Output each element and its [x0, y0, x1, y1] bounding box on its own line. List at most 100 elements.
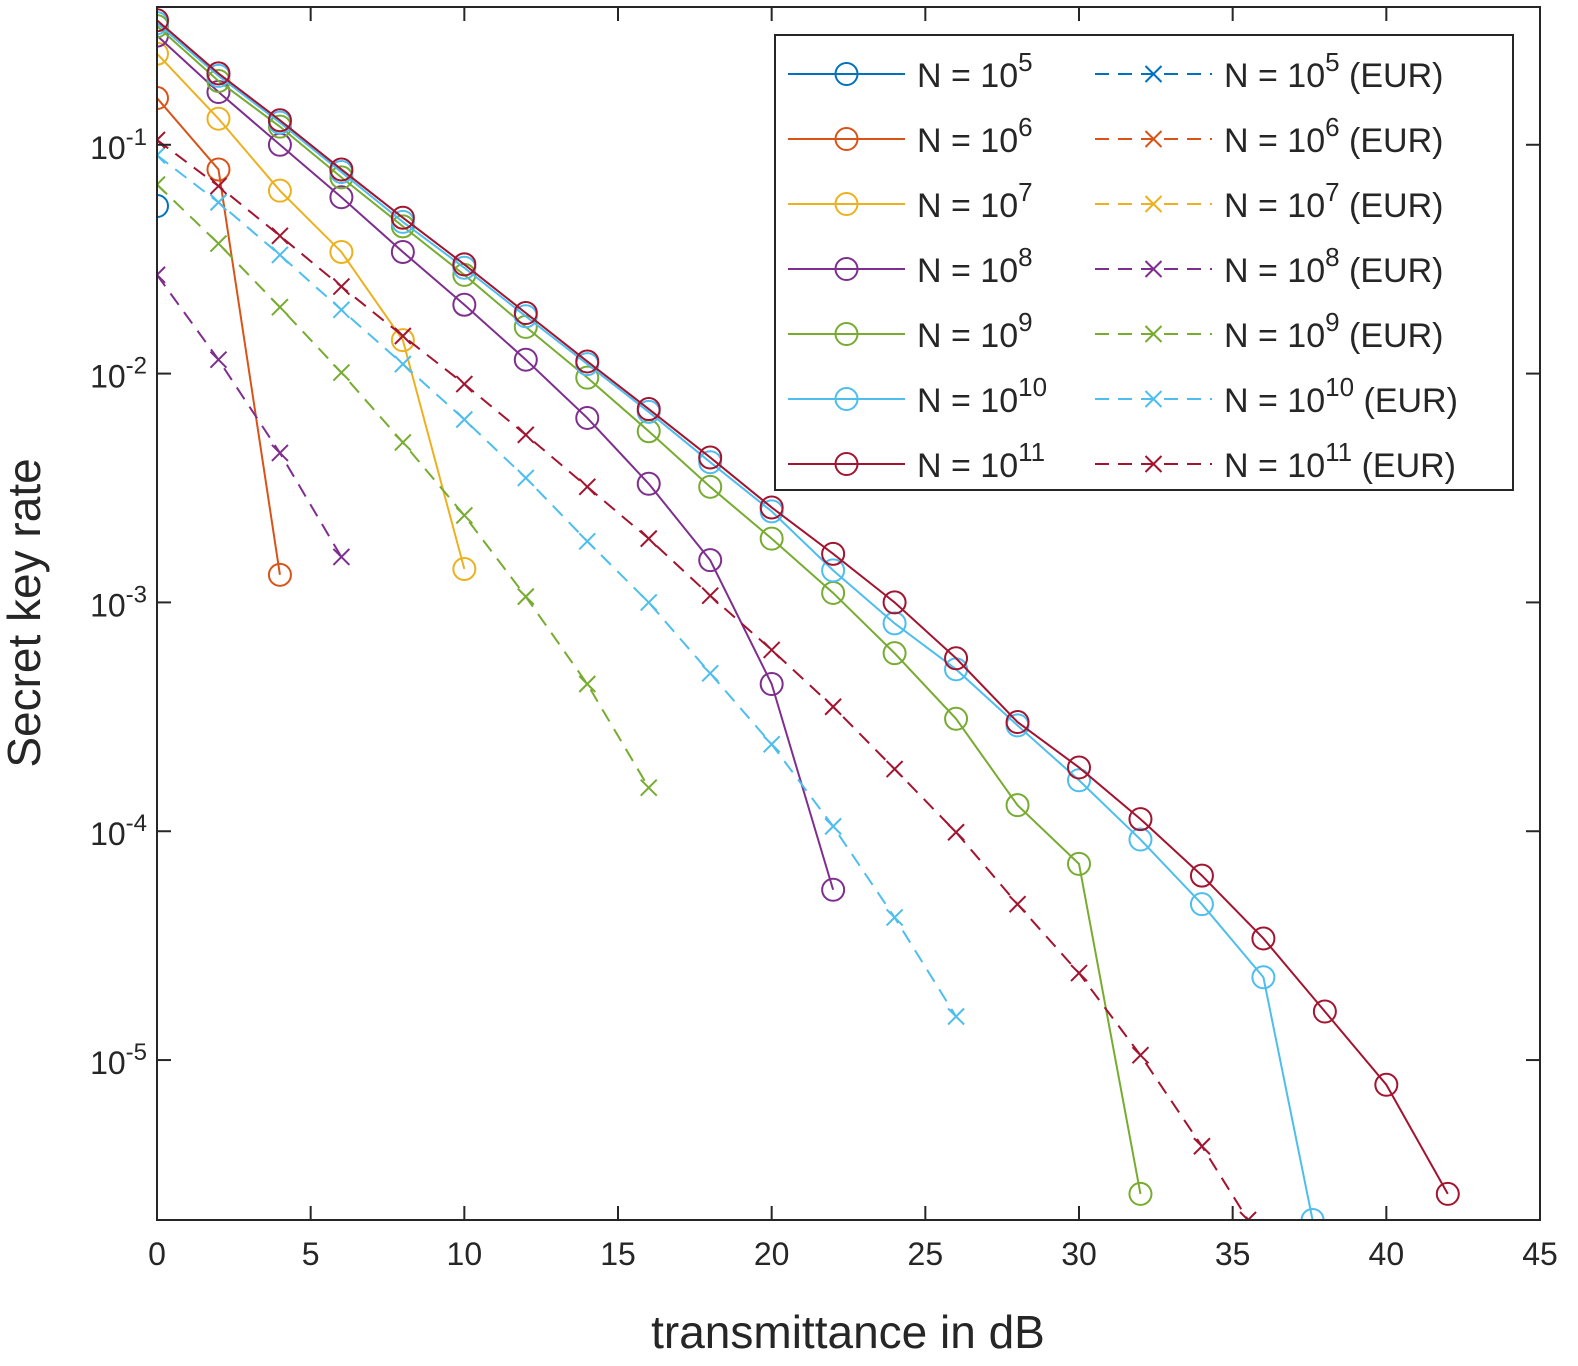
x-tick-label: 25 — [908, 1236, 944, 1272]
data-point — [944, 646, 969, 671]
series-line — [157, 97, 281, 575]
data-point — [452, 556, 477, 581]
y-tick-label: 10-3 — [90, 581, 147, 623]
data-point — [821, 558, 846, 583]
legend-marker — [1144, 390, 1163, 408]
data-point — [575, 365, 600, 390]
y-tick-label: 10-2 — [90, 353, 147, 395]
x-tick-label: 45 — [1522, 1236, 1558, 1272]
data-point — [209, 193, 228, 212]
legend-marker — [834, 257, 859, 281]
data-point — [762, 735, 781, 753]
data-point — [271, 444, 289, 462]
data-point — [157, 146, 166, 164]
data-point — [271, 246, 289, 264]
series-layer — [157, 8, 1460, 1220]
data-point — [762, 641, 781, 659]
series-line — [157, 22, 1314, 1220]
legend-label: N = 105 (EUR) — [1224, 47, 1443, 95]
data-point — [1128, 807, 1153, 832]
data-point — [206, 61, 231, 86]
data-point — [821, 541, 846, 566]
data-point — [394, 327, 412, 345]
data-point — [698, 548, 723, 573]
y-tick-label: 10-4 — [90, 810, 147, 852]
data-point — [1005, 793, 1030, 818]
x-tick-label: 0 — [148, 1236, 166, 1272]
data-point — [1251, 965, 1276, 990]
data-point — [455, 410, 474, 429]
legend-marker — [834, 452, 859, 476]
x-tick-label: 30 — [1061, 1236, 1097, 1272]
legend: N = 105 N = 106 N = 107 N = 108 N = 109 N = 1… — [774, 34, 1514, 491]
y-axis-title: Secret key rate — [0, 458, 50, 767]
x-tick-label: 15 — [600, 1236, 636, 1272]
series-line — [157, 274, 343, 558]
data-point — [759, 526, 784, 551]
data-point — [575, 405, 600, 430]
data-point — [209, 177, 228, 195]
series-line — [157, 53, 466, 570]
data-point — [390, 239, 415, 264]
series-line — [157, 154, 957, 1018]
data-point — [882, 611, 907, 636]
data-point — [157, 175, 166, 194]
x-tick-label: 10 — [447, 1236, 483, 1272]
legend-marker — [1144, 195, 1163, 213]
data-point — [1128, 827, 1153, 852]
data-point — [947, 1007, 965, 1026]
data-point — [452, 292, 477, 317]
data-point — [455, 506, 474, 525]
series-line — [157, 34, 835, 891]
legend-marker — [834, 322, 859, 346]
y-tick-label: 10-5 — [90, 1039, 147, 1081]
data-point — [329, 239, 354, 264]
data-point — [332, 363, 351, 382]
data-point — [157, 41, 169, 66]
data-point — [1251, 926, 1276, 951]
data-point — [1300, 1208, 1325, 1220]
data-point — [206, 157, 231, 182]
data-point — [332, 548, 351, 566]
legend-label: N = 107 (EUR) — [1224, 177, 1443, 225]
data-point — [267, 108, 292, 133]
data-point — [329, 185, 354, 210]
data-point — [517, 469, 535, 487]
data-point — [882, 590, 907, 615]
legend-box — [774, 34, 1514, 491]
data-point — [698, 474, 723, 499]
data-point — [575, 349, 600, 374]
legend-label: N = 1011 (EUR) — [1224, 437, 1456, 485]
data-point — [157, 86, 169, 111]
data-point — [332, 277, 351, 296]
x-axis-title: transmittance in dB — [651, 1306, 1045, 1358]
data-point — [209, 350, 228, 369]
legend-label: N = 1010 — [917, 372, 1047, 420]
data-point — [947, 823, 965, 841]
legend-label: N = 105 — [917, 47, 1033, 95]
y-tick-label: 10-1 — [90, 124, 147, 166]
data-point — [452, 252, 477, 277]
legend-label: N = 1011 — [917, 437, 1045, 485]
data-point — [206, 106, 231, 131]
ticks-layer: 0 5 10 15 20 25 30 35 40 45 10-1 10-2 10-3 10-4 10-5 — [90, 7, 1558, 1272]
data-point — [759, 495, 784, 520]
data-point — [821, 877, 846, 902]
data-point — [1128, 1181, 1153, 1206]
data-point — [701, 664, 719, 683]
data-point — [271, 227, 289, 245]
data-point — [1374, 1072, 1399, 1097]
legend-marker — [1144, 455, 1163, 473]
legend-marker — [1144, 325, 1163, 343]
data-point — [1312, 999, 1337, 1024]
data-point — [1070, 964, 1088, 982]
x-tick-label: 40 — [1369, 1236, 1405, 1272]
data-point — [517, 426, 535, 444]
legend-label: N = 109 (EUR) — [1224, 307, 1443, 355]
data-point — [1067, 755, 1091, 780]
data-point — [1189, 892, 1214, 917]
x-tick-label: 20 — [754, 1236, 790, 1272]
series-line — [157, 25, 1142, 1195]
legend-label: N = 1010 (EUR) — [1224, 372, 1458, 420]
